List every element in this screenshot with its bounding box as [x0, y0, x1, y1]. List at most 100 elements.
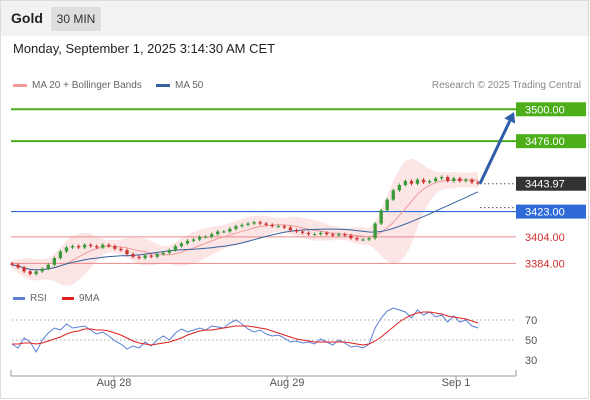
candle-body — [264, 223, 268, 225]
candle-body — [312, 234, 317, 236]
timeframe-button[interactable]: 30 MIN — [51, 7, 101, 31]
candle-body — [373, 223, 377, 239]
candle-body — [446, 177, 450, 182]
rsi-tick-label: 70 — [525, 315, 537, 327]
candle-body — [258, 222, 262, 224]
candle-body — [276, 226, 280, 228]
candle-body — [252, 222, 256, 224]
candle-body — [161, 252, 165, 255]
x-tick-label: Aug 28 — [97, 377, 132, 389]
candle-body — [131, 254, 135, 257]
candle-body — [234, 226, 238, 229]
candle-body — [433, 178, 438, 182]
forecast-arrow-head — [504, 111, 516, 124]
ma50-swatch-icon — [156, 83, 170, 87]
candle-body — [403, 181, 408, 186]
candle-body — [16, 264, 20, 268]
candle-body — [343, 234, 347, 236]
legend-rsi-label: RSI — [30, 293, 47, 304]
level-tag-pivot: 3423.00 — [525, 207, 565, 219]
candlesticks — [10, 175, 480, 276]
level-tag-target_2: 3500.00 — [525, 104, 565, 116]
rsi-tick-label: 50 — [525, 335, 537, 347]
candle-body — [22, 267, 26, 272]
level-tag-support_2: 3384.00 — [525, 258, 565, 270]
legend-ma50-label: MA 50 — [175, 80, 204, 91]
candle-body — [306, 232, 311, 235]
candle-body — [300, 231, 305, 233]
ma20-swatch-icon — [13, 83, 27, 87]
bollinger-bands — [12, 158, 478, 286]
level-tag-bg-target_2 — [516, 102, 586, 117]
candle-body — [191, 239, 196, 241]
candle-body — [421, 179, 426, 183]
candle-body — [331, 234, 335, 236]
legend-rsi: RSI — [13, 293, 47, 304]
legend-ma20-label: MA 20 + Bollinger Bands — [32, 80, 142, 91]
x-tick-label: Sep 1 — [442, 377, 471, 389]
candle-body — [76, 246, 81, 248]
candle-body — [28, 271, 32, 275]
candle-body — [95, 246, 99, 248]
candle-body — [203, 236, 208, 238]
ma20-line — [11, 179, 479, 271]
candle-body — [270, 224, 274, 227]
legend-rsi-ma-label: 9MA — [79, 293, 100, 304]
candle-body — [210, 234, 214, 237]
ma50-line — [11, 191, 479, 271]
candle-body — [185, 240, 190, 244]
candle-body — [361, 239, 365, 241]
candle-body — [470, 179, 474, 183]
candle-body — [282, 226, 287, 228]
candle-body — [385, 199, 389, 211]
chart-timestamp: Monday, September 1, 2025 3:14:30 AM CET — [13, 41, 276, 56]
candle-body — [155, 254, 159, 257]
candle-body — [197, 236, 202, 240]
level-tag-support_1: 3404.00 — [525, 232, 565, 244]
candle-body — [452, 178, 456, 182]
candle-body — [46, 264, 50, 269]
candle-body — [40, 268, 44, 272]
candle-body — [10, 263, 14, 265]
candle-body — [173, 246, 178, 251]
candle-body — [149, 255, 153, 257]
level-tag-bg-target_1 — [516, 134, 586, 149]
candle-body — [367, 238, 371, 240]
candle-body — [34, 271, 38, 275]
level-tag-bg-pivot — [516, 204, 586, 219]
candle-body — [107, 244, 111, 247]
candle-body — [82, 244, 87, 248]
candle-body — [137, 256, 141, 259]
candle-body — [355, 238, 359, 240]
level-tag-bg-last_price — [516, 176, 586, 191]
moving-averages — [11, 179, 479, 271]
x-axis: Aug 28 Aug 29 Sep 1 — [10, 370, 517, 389]
rsi-swatch-icon — [13, 296, 25, 300]
candle-body — [415, 179, 420, 184]
candle-body — [464, 179, 468, 182]
candle-body — [325, 232, 329, 235]
rsi-ma-swatch-icon — [62, 296, 74, 300]
level-tag-target_1: 3476.00 — [525, 136, 565, 148]
candle-body — [440, 177, 444, 179]
candle-body — [294, 230, 299, 232]
legend-ma20: MA 20 + Bollinger Bands — [13, 80, 142, 91]
legend-ma50: MA 50 — [156, 80, 203, 91]
candle-body — [476, 182, 480, 184]
candle-body — [58, 251, 63, 259]
x-tick-label: Aug 29 — [270, 377, 305, 389]
candle-body — [240, 224, 244, 227]
forecast-arrow-shaft — [478, 120, 512, 185]
candle-body — [391, 190, 395, 200]
bollinger-band-area — [12, 158, 478, 286]
price-tags: 3500.00 3476.00 3443.97 3423.00 3404.00 3384.… — [516, 102, 586, 270]
candle-body — [167, 250, 172, 253]
instrument-name: Gold — [11, 10, 43, 26]
candle-body — [288, 227, 293, 231]
candle-body — [101, 244, 105, 248]
candle-body — [458, 178, 462, 182]
candle-body — [70, 246, 75, 248]
candle-body — [222, 231, 226, 233]
candle-body — [119, 248, 123, 251]
